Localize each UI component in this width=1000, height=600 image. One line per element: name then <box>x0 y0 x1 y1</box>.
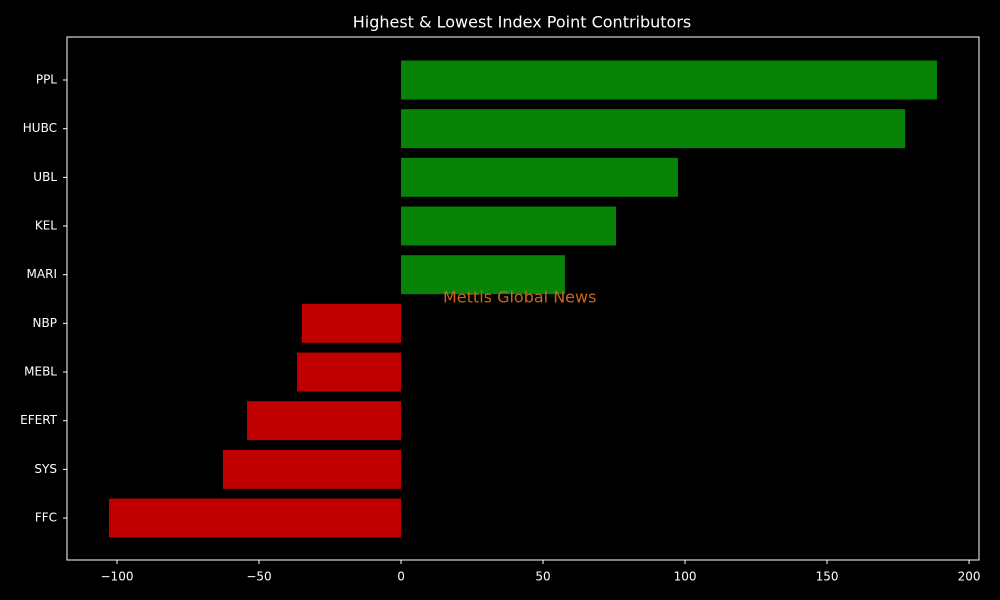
y-tick-label: HUBC <box>23 121 57 135</box>
bar <box>401 206 617 246</box>
y-tick-label: SYS <box>34 462 57 476</box>
bar <box>401 60 937 100</box>
x-tick-label: −100 <box>101 570 134 584</box>
bar <box>109 498 402 538</box>
x-tick-label: −50 <box>246 570 271 584</box>
watermark: Mettis Global News <box>443 288 596 307</box>
y-tick-label: EFERT <box>20 413 58 427</box>
chart-title: Highest & Lowest Index Point Contributor… <box>353 13 692 32</box>
plot-frame <box>66 36 980 561</box>
x-tick-label: 200 <box>958 570 981 584</box>
y-tick-label: NBP <box>33 316 57 330</box>
y-tick-label: UBL <box>33 170 57 184</box>
y-tick-label: PPL <box>36 73 57 87</box>
bar <box>401 255 565 295</box>
bar <box>301 303 402 343</box>
bar <box>401 109 906 149</box>
y-tick-label: MARI <box>27 267 57 281</box>
x-tick-label: 50 <box>535 570 550 584</box>
x-tick-label: 150 <box>816 570 839 584</box>
y-tick-label: FFC <box>35 511 57 525</box>
x-tick-label: 100 <box>674 570 697 584</box>
bar <box>297 352 402 392</box>
x-tick-label: 0 <box>397 570 405 584</box>
bar <box>401 157 678 197</box>
bar <box>222 449 402 489</box>
bar <box>247 401 402 441</box>
y-tick-label: KEL <box>35 219 57 233</box>
y-tick-label: MEBL <box>24 365 57 379</box>
